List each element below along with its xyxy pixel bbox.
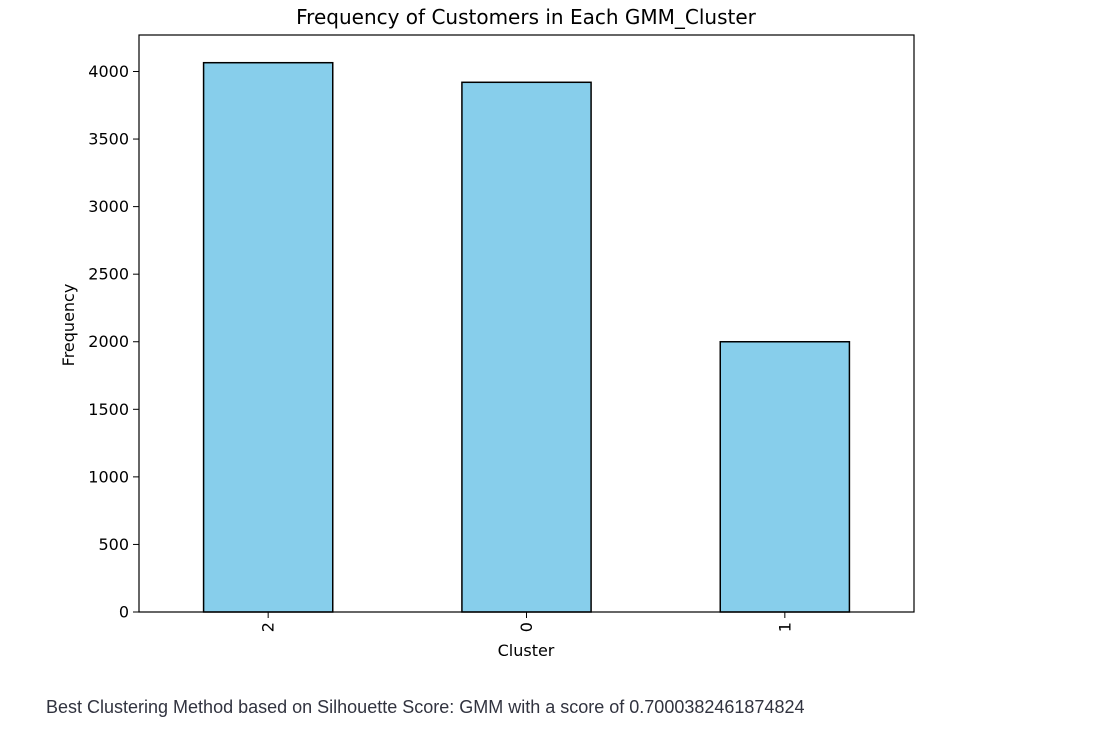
x-tick-label: 1 [775,622,794,632]
y-tick-label: 1500 [88,400,129,419]
y-tick-label: 3500 [88,130,129,149]
best-method-caption: Best Clustering Method based on Silhouet… [46,697,805,717]
bars-layer [202,61,851,613]
chart-title: Frequency of Customers in Each GMM_Clust… [296,5,757,29]
y-tick-label: 2000 [88,332,129,351]
y-tick-label: 1000 [88,467,129,486]
x-tick-label: 0 [517,622,536,632]
y-tick-label: 4000 [88,62,129,81]
y-tick-label: 0 [119,603,129,622]
y-axis-label: Frequency [59,284,78,367]
x-tick-label: 2 [259,622,278,632]
y-tick-label: 500 [98,535,129,554]
y-tick-label: 2500 [88,265,129,284]
bar-chart: Frequency of Customers in Each GMM_Clust… [59,5,915,660]
y-tick-label: 3000 [88,197,129,216]
chart-container: Frequency of Customers in Each GMM_Clust… [59,5,915,660]
x-axis-label: Cluster [498,641,555,660]
bar-cluster-0 [461,81,592,613]
bar-cluster-2 [202,61,334,613]
bar-cluster-1 [719,340,851,613]
plot-frame [138,34,915,613]
axes-layer: 2 0 1 0 500 1000 1500 2000 2500 3000 3500 4000 [88,34,915,632]
